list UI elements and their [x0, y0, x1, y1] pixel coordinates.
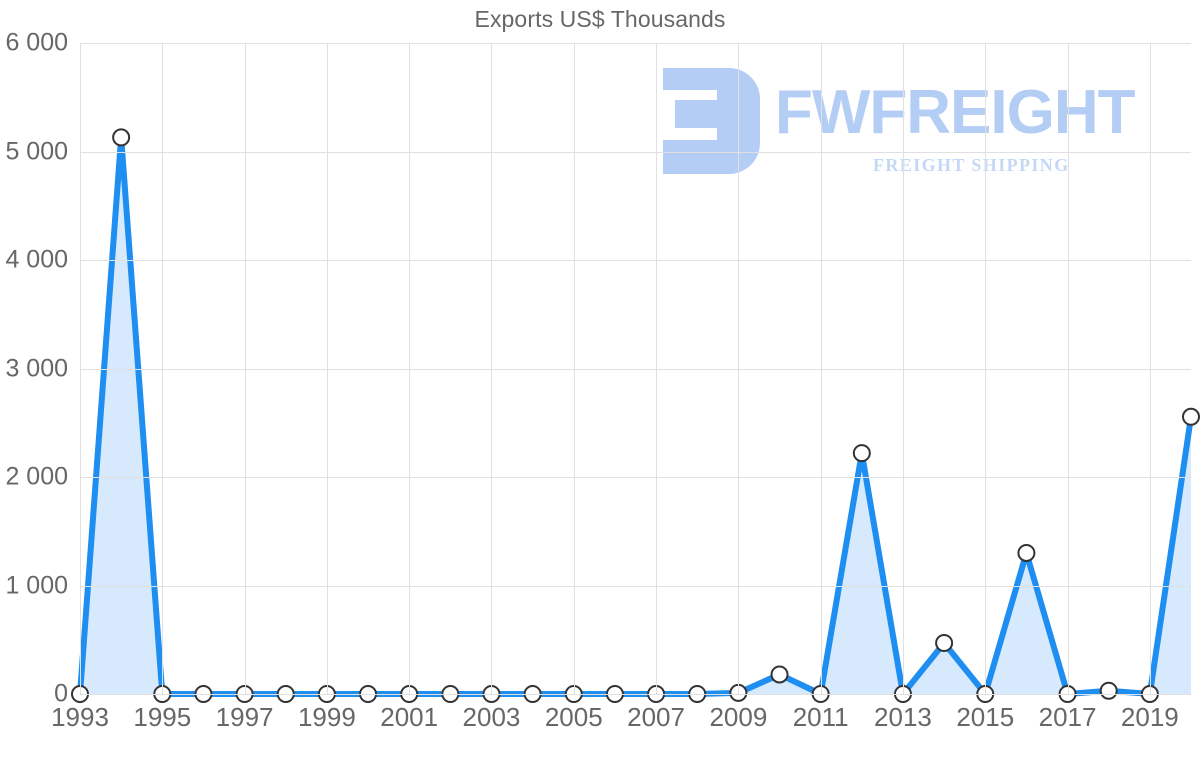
x-gridline	[902, 43, 904, 694]
plot-area	[71, 43, 1200, 703]
x-axis-tick-label: 2013	[874, 702, 932, 732]
x-axis-tick-label: 1995	[133, 702, 192, 732]
x-gridline	[326, 43, 328, 694]
x-axis-tick-label: 2015	[956, 702, 1015, 732]
x-gridline	[985, 43, 987, 694]
data-point-marker[interactable]	[1017, 543, 1036, 562]
x-axis-tick-label: 2001	[380, 702, 439, 732]
y-gridline	[80, 260, 1191, 261]
y-axis-tick-label: 2 000	[5, 462, 68, 491]
data-point-marker[interactable]	[1182, 407, 1200, 426]
series-area-fill	[80, 137, 1191, 694]
x-axis-tick-label: 2007	[627, 702, 685, 732]
x-gridline	[738, 43, 740, 694]
y-gridline	[80, 43, 1191, 44]
x-gridline	[244, 43, 246, 694]
x-axis-tick-label: 1993	[51, 702, 109, 732]
x-gridline	[80, 43, 81, 694]
x-gridline	[1149, 43, 1151, 694]
x-axis-tick-label: 1997	[215, 702, 274, 732]
y-axis-tick-label: 4 000	[5, 245, 68, 274]
y-gridline	[80, 477, 1191, 478]
x-gridline	[820, 43, 822, 694]
y-gridline	[80, 585, 1191, 587]
y-axis-tick-label: 3 000	[5, 354, 68, 382]
x-gridline	[573, 43, 575, 694]
y-gridline	[80, 151, 1191, 153]
y-gridline	[80, 694, 1191, 695]
y-axis-tick-label: 5 000	[5, 137, 68, 165]
x-axis-tick-label: 2009	[709, 702, 768, 732]
x-gridline	[491, 43, 493, 694]
data-point-marker[interactable]	[112, 128, 131, 147]
y-axis-tick-label: 6 000	[5, 28, 68, 57]
x-axis-tick-label: 2003	[462, 702, 521, 732]
y-gridline	[80, 368, 1191, 370]
x-gridline	[656, 43, 658, 694]
x-gridline	[1067, 43, 1069, 694]
data-point-marker[interactable]	[852, 444, 871, 463]
y-axis-tick-label: 0	[54, 679, 68, 708]
x-axis-tick-label: 2011	[792, 702, 849, 732]
x-axis-tick-label: 2017	[1038, 702, 1097, 732]
x-gridline	[162, 43, 164, 694]
x-axis-tick-label: 1999	[297, 702, 356, 732]
y-axis-tick-label: 1 000	[5, 571, 68, 599]
data-point-marker[interactable]	[770, 665, 789, 684]
x-axis-tick-label: 2019	[1120, 702, 1179, 732]
chart-title: Exports US$ Thousands	[474, 6, 726, 32]
x-axis-tick-label: 2005	[544, 702, 603, 732]
data-point-marker[interactable]	[935, 634, 954, 653]
x-gridline	[409, 43, 411, 694]
data-point-marker[interactable]	[1099, 681, 1118, 700]
